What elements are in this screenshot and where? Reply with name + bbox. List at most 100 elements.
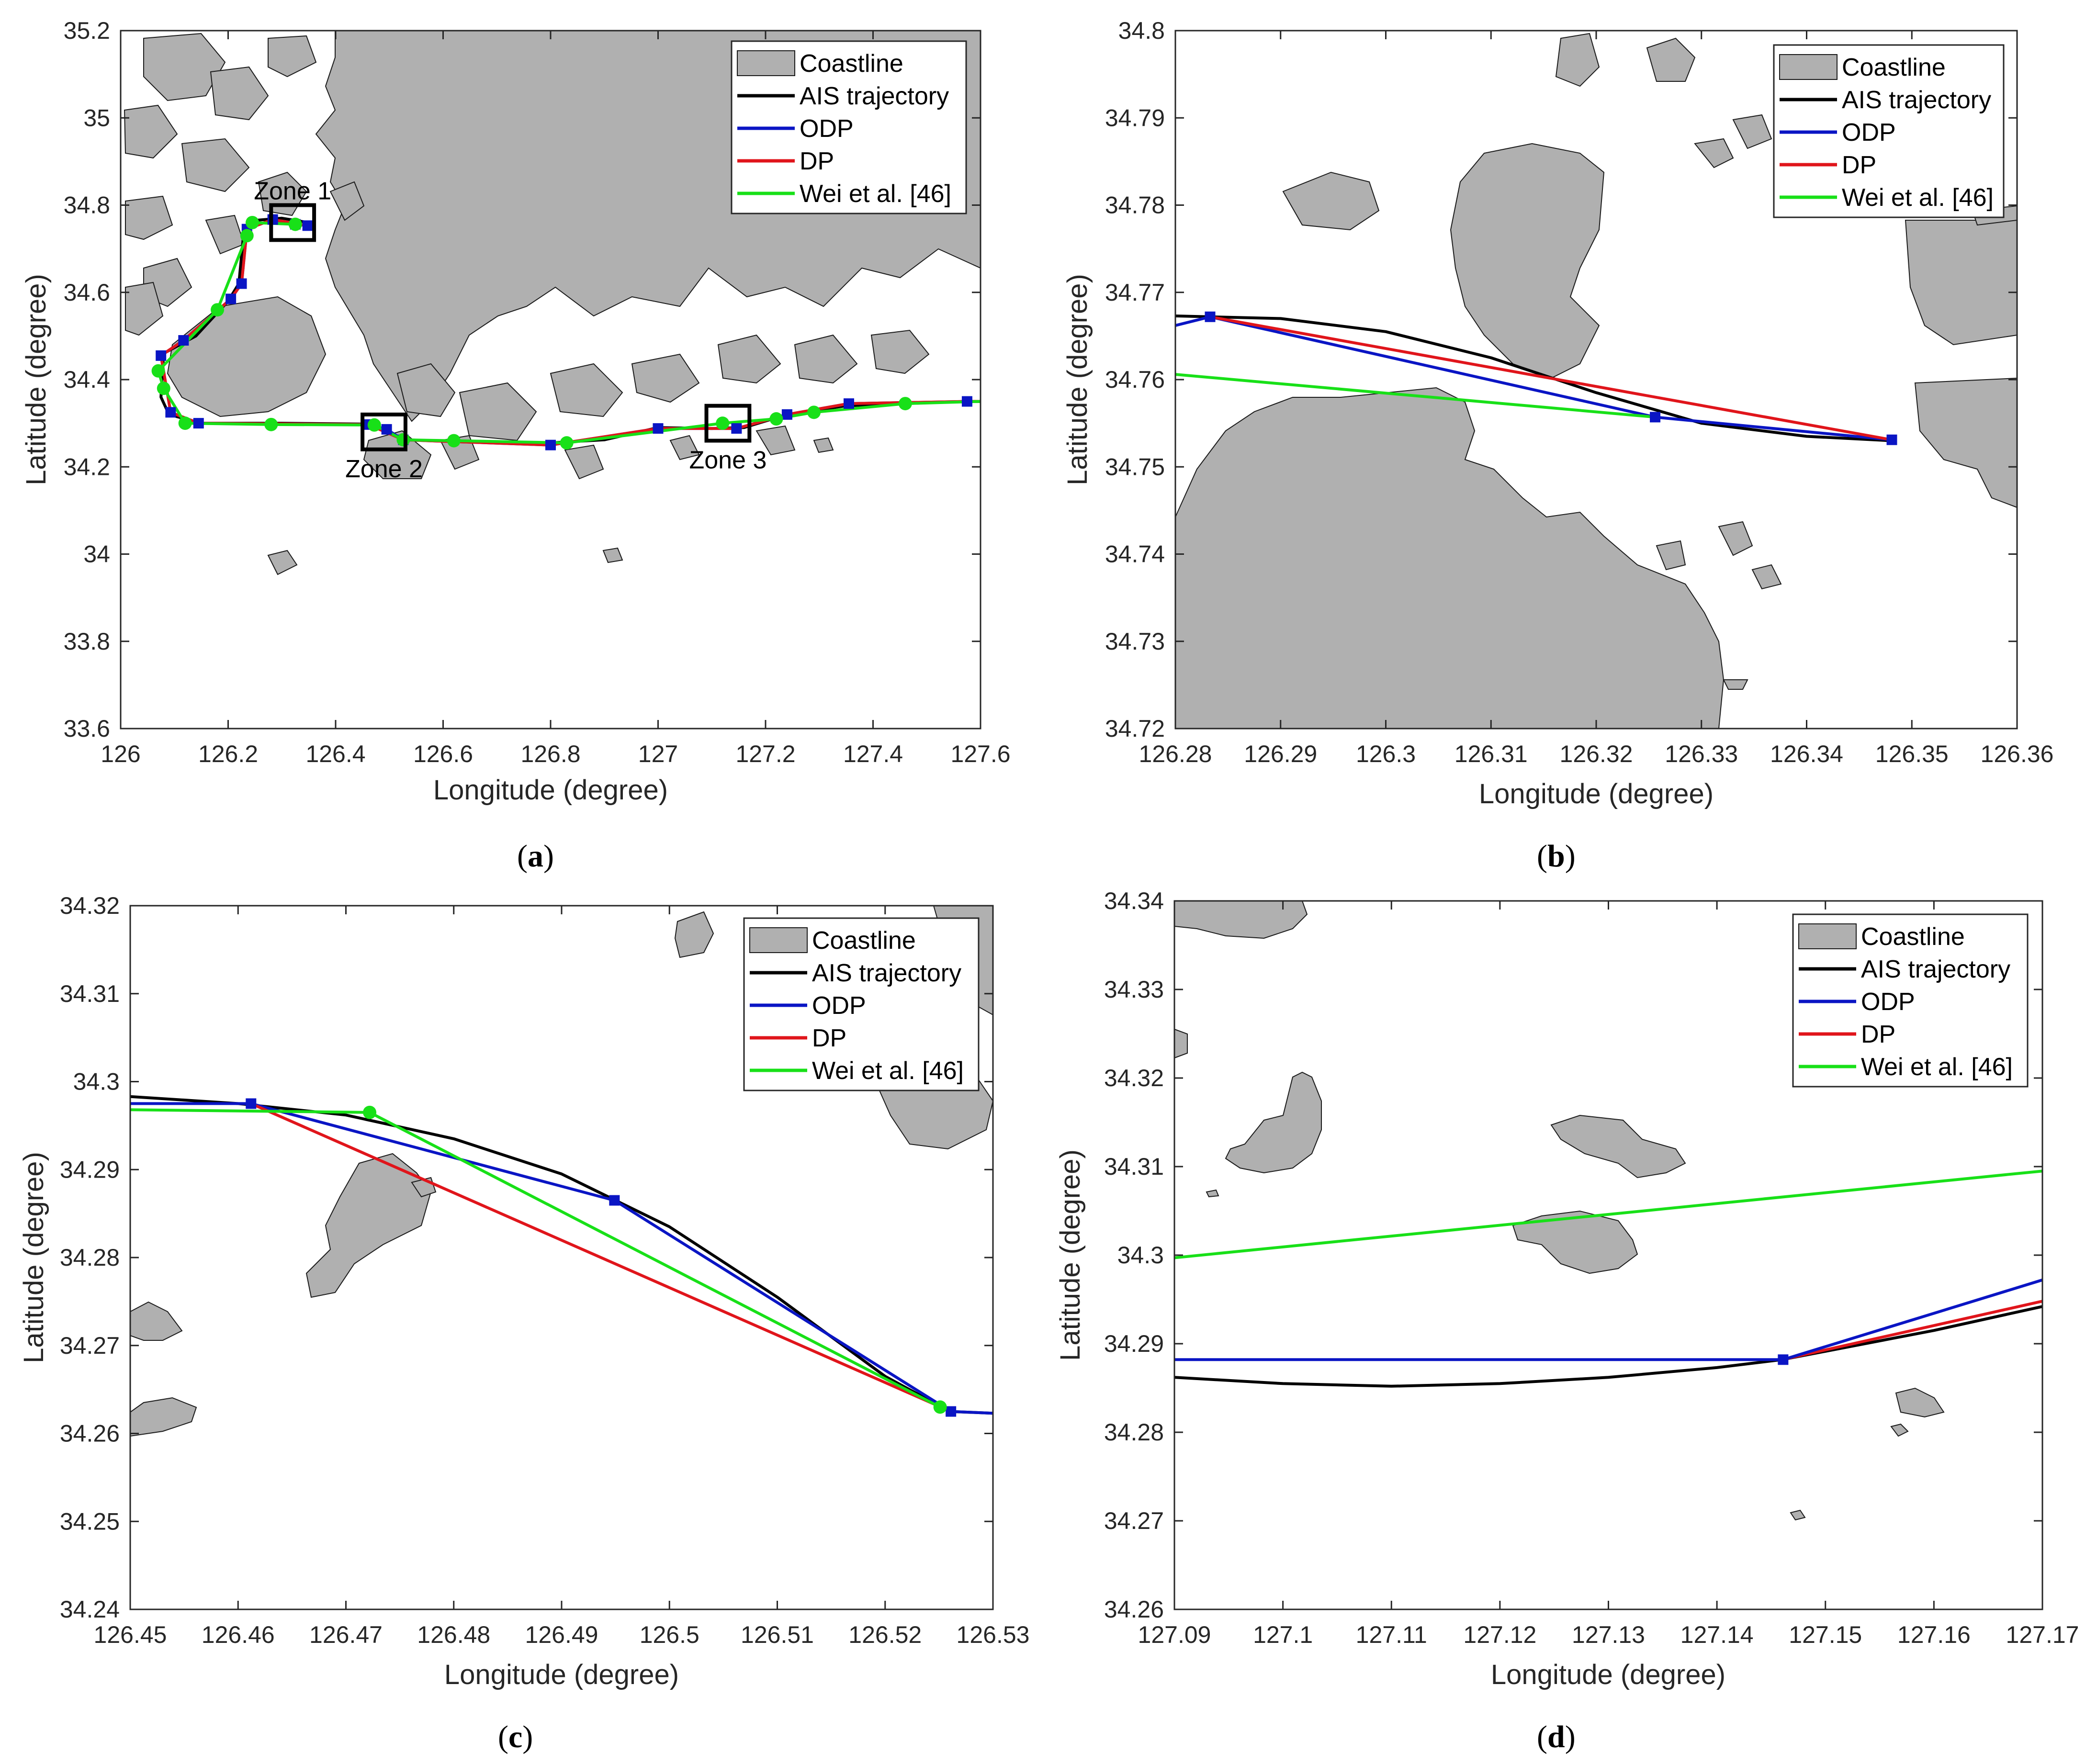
ytick-label: 34.8 xyxy=(1118,17,1165,44)
xtick-label: 126.6 xyxy=(413,741,473,767)
ytick-label: 34.25 xyxy=(60,1508,120,1535)
xtick-label: 126.8 xyxy=(520,741,580,767)
xtick-label: 126.31 xyxy=(1454,741,1528,767)
series-line-odp xyxy=(1175,315,1892,441)
xtick-label: 127.4 xyxy=(843,741,903,767)
marker-odp xyxy=(156,350,167,361)
zone-box xyxy=(704,404,752,443)
marker-wei xyxy=(178,416,192,430)
ytick-label: 35 xyxy=(83,104,110,131)
ytick-label: 34.28 xyxy=(60,1244,120,1271)
xtick-label: 127.15 xyxy=(1789,1621,1862,1648)
xlabel-d: Longitude (degree) xyxy=(1491,1659,1725,1690)
panel-c: 126.45 126.46 126.47 126.48 126.49 126.5 126.5… xyxy=(18,892,1029,1754)
marker-odp xyxy=(946,1406,957,1417)
marker-odp xyxy=(1778,1354,1789,1365)
marker-wei xyxy=(151,364,165,378)
ylabel-a: Latitude (degree) xyxy=(21,274,52,485)
xtick-label: 127.12 xyxy=(1463,1621,1536,1648)
xtick-label: 127.14 xyxy=(1680,1621,1754,1648)
legend-label: DP xyxy=(812,1024,846,1052)
caption-a: (a) xyxy=(517,839,554,874)
xtick-label: 126.4 xyxy=(305,741,365,767)
ytick-label: 33.8 xyxy=(64,628,110,655)
marker-wei xyxy=(807,405,821,419)
legend-label: AIS trajectory xyxy=(1842,86,1991,114)
series-line-ais xyxy=(1175,315,1891,442)
ytick-label: 34.4 xyxy=(64,366,110,393)
ytick-label: 34.29 xyxy=(1104,1330,1164,1357)
ytick-label: 34.2 xyxy=(64,453,110,480)
xtick-label: 126.28 xyxy=(1139,741,1212,767)
series-line-ais xyxy=(1174,1305,2042,1388)
xtick-label: 127.1 xyxy=(1253,1621,1313,1648)
legend-label: ODP xyxy=(800,115,854,143)
panel-a: Zone 1 Zone 2 Zone 3 126 126.2 126.4 126.6 126… xyxy=(21,17,1011,874)
ytick-label: 34.72 xyxy=(1105,715,1165,742)
marker-odp xyxy=(193,418,204,429)
legend-label: Wei et al. [46] xyxy=(800,180,951,208)
caption-c: (c) xyxy=(498,1719,533,1754)
ytick-label: 34.31 xyxy=(1104,1153,1164,1180)
ytick-label: 34.27 xyxy=(1104,1507,1164,1534)
legend-swatch-coastline xyxy=(1798,923,1857,949)
legend-label: AIS trajectory xyxy=(812,959,961,987)
xtick-label: 126.29 xyxy=(1244,741,1317,767)
legend-swatch-coastline xyxy=(737,50,795,76)
ytick-label: 35.2 xyxy=(64,17,110,44)
ytick-label: 34.77 xyxy=(1105,279,1165,306)
xtick-label: 127.13 xyxy=(1572,1621,1645,1648)
marker-odp xyxy=(781,409,792,420)
xtick-label: 126.36 xyxy=(1981,741,2054,767)
series-line-dp xyxy=(1781,1300,2042,1361)
ytick-label: 34.32 xyxy=(60,892,120,919)
xlabel-a: Longitude (degree) xyxy=(433,775,668,806)
marker-odp xyxy=(225,293,237,304)
ytick-label: 34.31 xyxy=(60,980,120,1007)
zone-box xyxy=(269,203,316,242)
legend-label: DP xyxy=(1842,151,1876,179)
coastline-b xyxy=(1175,33,2017,729)
ytick-label: 34.3 xyxy=(73,1068,120,1095)
series-line-wei xyxy=(1175,373,1656,419)
marker-wei xyxy=(560,436,574,450)
marker-wei xyxy=(288,217,302,231)
xtick-label: 127.16 xyxy=(1897,1621,1971,1648)
marker-odp xyxy=(178,335,189,346)
ytick-label: 34.8 xyxy=(64,192,110,219)
legend-label: ODP xyxy=(1861,988,1915,1016)
marker-odp xyxy=(653,423,664,434)
ytick-label: 34.6 xyxy=(64,279,110,306)
xlabel-c: Longitude (degree) xyxy=(444,1659,679,1690)
ytick-label: 34.74 xyxy=(1105,541,1165,568)
legend-label: Coastline xyxy=(1861,923,1965,951)
marker-wei xyxy=(240,229,254,243)
panel-b: 126.28 126.29 126.3 126.31 126.32 126.33 126.3… xyxy=(1062,17,2053,874)
legend-label: ODP xyxy=(812,992,866,1020)
ytick-label: 34.26 xyxy=(60,1420,120,1447)
legend-label: Wei et al. [46] xyxy=(812,1057,964,1085)
legend-label: AIS trajectory xyxy=(1861,955,2010,983)
xtick-label: 126.53 xyxy=(957,1621,1030,1648)
marker-odp xyxy=(1886,434,1897,445)
xtick-label: 126.33 xyxy=(1665,741,1738,767)
marker-odp xyxy=(609,1195,620,1206)
ytick-label: 34.26 xyxy=(1104,1596,1164,1623)
caption-d: (d) xyxy=(1537,1719,1576,1754)
ytick-label: 34.32 xyxy=(1104,1065,1164,1091)
xtick-label: 126.34 xyxy=(1770,741,1843,767)
ytick-label: 34.28 xyxy=(1104,1419,1164,1446)
marker-wei xyxy=(396,433,410,447)
xtick-label: 126.35 xyxy=(1875,741,1949,767)
zone-label: Zone 2 xyxy=(345,455,423,483)
ylabel-d: Latitude (degree) xyxy=(1055,1149,1086,1361)
marker-wei xyxy=(447,434,461,448)
marker-wei xyxy=(246,215,259,229)
ylabel-c: Latitude (degree) xyxy=(18,1152,49,1363)
series-line-wei xyxy=(1174,1169,2042,1259)
legend-label: Wei et al. [46] xyxy=(1842,184,1994,212)
marker-odp xyxy=(302,220,313,231)
xtick-label: 127.17 xyxy=(2006,1621,2079,1648)
ytick-label: 34.73 xyxy=(1105,628,1165,655)
marker-odp xyxy=(843,398,854,409)
